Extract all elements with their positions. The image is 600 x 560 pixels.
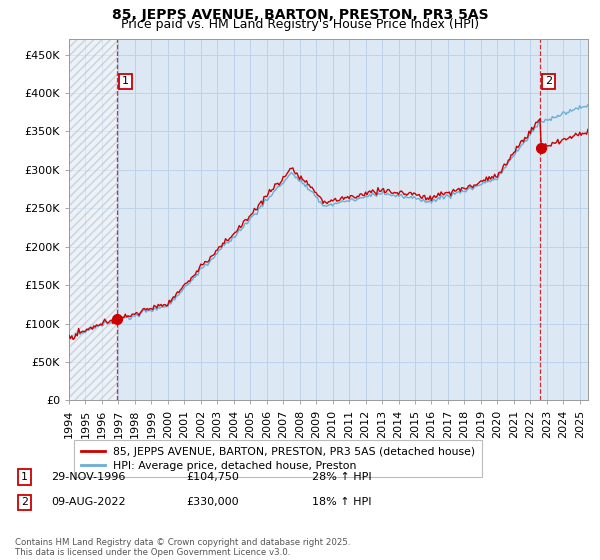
Text: 1: 1 bbox=[122, 77, 129, 86]
Text: 28% ↑ HPI: 28% ↑ HPI bbox=[312, 472, 371, 482]
Text: 29-NOV-1996: 29-NOV-1996 bbox=[51, 472, 125, 482]
Text: Contains HM Land Registry data © Crown copyright and database right 2025.
This d: Contains HM Land Registry data © Crown c… bbox=[15, 538, 350, 557]
Text: 2: 2 bbox=[545, 77, 552, 86]
Text: 09-AUG-2022: 09-AUG-2022 bbox=[51, 497, 125, 507]
Text: 18% ↑ HPI: 18% ↑ HPI bbox=[312, 497, 371, 507]
Legend: 85, JEPPS AVENUE, BARTON, PRESTON, PR3 5AS (detached house), HPI: Average price,: 85, JEPPS AVENUE, BARTON, PRESTON, PR3 5… bbox=[74, 440, 482, 478]
Text: 85, JEPPS AVENUE, BARTON, PRESTON, PR3 5AS: 85, JEPPS AVENUE, BARTON, PRESTON, PR3 5… bbox=[112, 8, 488, 22]
Text: £104,750: £104,750 bbox=[186, 472, 239, 482]
Text: 2: 2 bbox=[21, 497, 28, 507]
Text: £330,000: £330,000 bbox=[186, 497, 239, 507]
Bar bbox=[69, 39, 117, 400]
Text: Price paid vs. HM Land Registry's House Price Index (HPI): Price paid vs. HM Land Registry's House … bbox=[121, 18, 479, 31]
Text: 1: 1 bbox=[21, 472, 28, 482]
